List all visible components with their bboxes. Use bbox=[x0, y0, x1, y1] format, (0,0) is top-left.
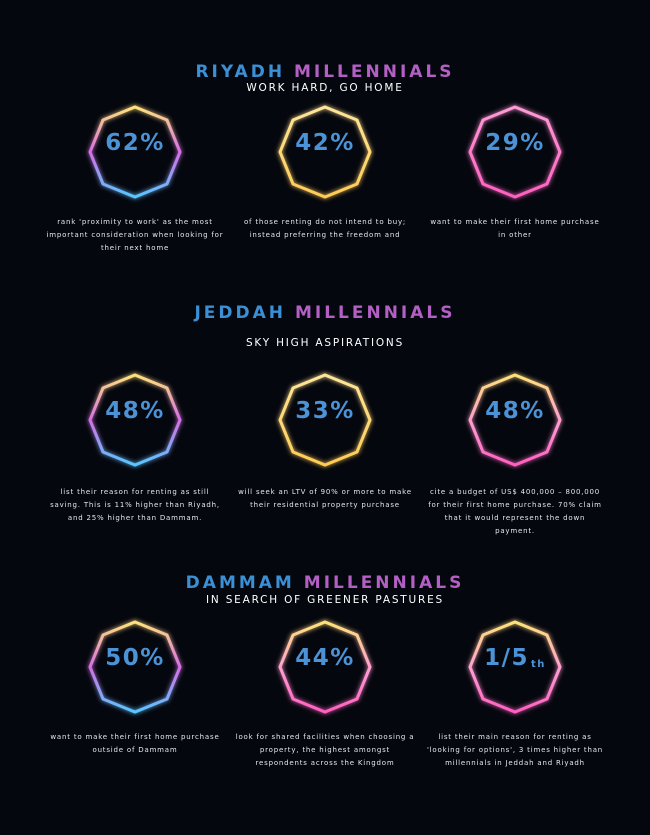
stat-value-suffix: th bbox=[531, 659, 546, 670]
dammam-title: DAMMAM MILLENNIALS bbox=[185, 573, 465, 593]
riyadh-section: RIYADH MILLENNIALS WORK HARD, GO HOME 62… bbox=[0, 0, 650, 290]
stat-value: 1/5 th bbox=[484, 645, 546, 671]
stat-caption: look for shared facilities when choosing… bbox=[235, 733, 415, 767]
neon-octagon-icon bbox=[85, 370, 185, 470]
neon-octagon-icon bbox=[85, 617, 185, 717]
stat-value: 42% bbox=[295, 130, 355, 156]
neon-octagon-icon bbox=[465, 102, 565, 202]
riyadh-title: RIYADH MILLENNIALS bbox=[195, 62, 455, 82]
stat-value: 29% bbox=[485, 130, 545, 156]
dammam-subtitle: IN SEARCH OF GREENER PASTURES bbox=[206, 594, 444, 606]
stat-caption: rank 'proximity to work' as the most imp… bbox=[46, 218, 224, 252]
stat-caption: of those renting do not intend to buy; i… bbox=[243, 218, 407, 239]
neon-octagon-icon bbox=[275, 370, 375, 470]
stat-caption: will seek an LTV of 90% or more to make … bbox=[238, 488, 412, 509]
stat-value: 50% bbox=[105, 645, 165, 671]
stat-caption: want to make their first home purchase i… bbox=[430, 218, 600, 239]
stat-caption: list their reason for renting as still s… bbox=[50, 488, 220, 522]
stat-caption: want to make their first home purchase o… bbox=[50, 733, 220, 754]
jeddah-subtitle: SKY HIGH ASPIRATIONS bbox=[245, 337, 405, 349]
stat-value: 62% bbox=[105, 130, 165, 156]
neon-octagon-icon bbox=[275, 617, 375, 717]
neon-octagon-icon bbox=[85, 102, 185, 202]
neon-octagon-icon bbox=[275, 102, 375, 202]
stat-value: 48% bbox=[485, 398, 545, 424]
stat-caption: list their main reason for renting as 'l… bbox=[426, 733, 604, 767]
neon-octagon-icon bbox=[465, 617, 565, 717]
stat-value: 33% bbox=[295, 398, 355, 424]
stat-caption: cite a budget of US$ 400,000 – 800,000 f… bbox=[428, 488, 602, 535]
stat-value: 44% bbox=[295, 645, 355, 671]
stat-value: 48% bbox=[105, 398, 165, 424]
jeddah-section: JEDDAH MILLENNIALS SKY HIGH ASPIRATIONS … bbox=[50, 303, 602, 535]
neon-octagon-icon bbox=[465, 370, 565, 470]
jeddah-title: JEDDAH MILLENNIALS bbox=[194, 303, 456, 323]
riyadh-subtitle: WORK HARD, GO HOME bbox=[246, 82, 404, 94]
